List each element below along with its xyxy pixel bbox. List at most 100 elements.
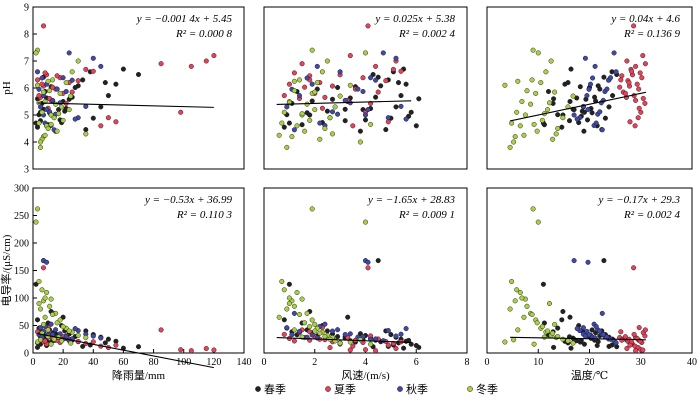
- data-point-winter: [289, 134, 295, 140]
- data-point-winter: [75, 332, 81, 338]
- y-axis-title: pH: [1, 81, 13, 95]
- data-point-spring: [375, 258, 381, 264]
- data-point-winter: [534, 320, 540, 326]
- data-point-autumn: [304, 75, 310, 81]
- data-point-autumn: [284, 104, 290, 110]
- data-point-winter: [36, 120, 42, 126]
- data-point-winter: [337, 93, 343, 99]
- data-point-spring: [597, 86, 603, 92]
- data-point-summer: [90, 68, 96, 74]
- data-point-winter: [34, 206, 41, 212]
- x-tick-label: 40: [687, 357, 697, 368]
- data-point-spring: [565, 80, 571, 86]
- data-point-summer: [113, 342, 119, 348]
- legend-label-spring: 春季: [264, 383, 286, 396]
- data-point-summer: [373, 63, 379, 69]
- data-point-spring: [568, 345, 574, 351]
- data-point-spring: [307, 112, 313, 118]
- data-point-spring: [62, 108, 68, 114]
- data-point-winter: [550, 330, 556, 336]
- data-point-autumn: [613, 340, 619, 346]
- y-tick-label: 4: [24, 138, 29, 149]
- x-tick-label: 10: [533, 357, 543, 368]
- data-point-spring: [357, 128, 363, 134]
- data-point-summer: [624, 345, 630, 352]
- data-point-spring: [281, 124, 287, 130]
- data-point-winter: [544, 107, 551, 113]
- data-point-summer: [188, 63, 194, 69]
- x-tick-label: 8: [465, 357, 470, 368]
- data-point-winter: [521, 314, 527, 320]
- data-point-winter: [286, 295, 292, 301]
- data-point-winter: [309, 317, 315, 323]
- data-point-winter: [291, 88, 297, 94]
- data-point-summer: [281, 93, 287, 99]
- legend-marker-winter: [467, 386, 473, 392]
- data-point-spring: [324, 108, 330, 114]
- data-point-summer: [640, 347, 646, 353]
- data-point-autumn: [373, 336, 379, 342]
- data-point-autumn: [385, 328, 391, 334]
- data-point-summer: [642, 100, 648, 106]
- data-point-winter: [560, 336, 566, 342]
- data-point-autumn: [309, 332, 315, 338]
- data-point-spring: [362, 117, 369, 123]
- data-point-spring: [324, 328, 330, 334]
- data-point-spring: [309, 98, 315, 104]
- data-point-winter: [517, 123, 523, 129]
- data-point-autumn: [403, 326, 409, 332]
- data-point-winter: [319, 69, 325, 75]
- data-point-autumn: [590, 75, 596, 81]
- data-point-summer: [75, 78, 81, 84]
- data-point-spring: [378, 83, 384, 89]
- data-point-autumn: [586, 86, 592, 92]
- x-tick-label: 4: [363, 357, 368, 368]
- data-point-winter: [509, 278, 515, 285]
- data-point-autumn: [335, 327, 341, 333]
- data-point-autumn: [403, 116, 409, 122]
- data-point-winter: [281, 287, 287, 293]
- data-point-winter: [347, 82, 353, 88]
- data-point-winter: [538, 80, 544, 86]
- data-point-autumn: [613, 69, 619, 75]
- data-point-spring: [567, 314, 573, 320]
- data-point-autumn: [373, 77, 379, 83]
- data-point-summer: [633, 348, 639, 354]
- data-point-spring: [606, 104, 612, 110]
- data-point-summer: [618, 77, 624, 83]
- plot-frame: [263, 6, 468, 170]
- data-point-winter: [37, 337, 44, 343]
- data-point-winter: [570, 93, 576, 99]
- data-point-summer: [631, 265, 637, 271]
- y-tick-label: 50: [19, 321, 29, 332]
- data-point-spring: [555, 112, 561, 118]
- x-tick-label: 6: [414, 357, 419, 368]
- data-point-winter: [59, 338, 65, 344]
- data-point-winter: [45, 125, 51, 132]
- data-point-spring: [342, 106, 348, 112]
- data-point-winter: [36, 300, 42, 307]
- data-point-winter: [47, 88, 53, 94]
- data-point-winter: [553, 131, 559, 137]
- data-point-spring: [345, 314, 351, 320]
- data-point-winter: [279, 278, 285, 285]
- data-point-spring: [560, 308, 566, 315]
- data-point-summer: [350, 123, 356, 129]
- data-point-spring: [555, 325, 561, 331]
- data-point-summer: [211, 53, 217, 59]
- trend-line: [509, 91, 646, 122]
- data-point-spring: [102, 340, 108, 346]
- data-point-spring: [34, 317, 41, 323]
- data-point-spring: [72, 84, 78, 91]
- data-point-summer: [639, 75, 645, 81]
- data-point-winter: [530, 206, 536, 212]
- data-point-winter: [291, 303, 297, 309]
- data-point-summer: [642, 327, 648, 333]
- x-tick-label: 100: [176, 357, 191, 368]
- data-point-summer: [373, 348, 379, 354]
- data-point-autumn: [592, 63, 598, 69]
- data-point-summer: [347, 53, 353, 59]
- data-point-spring: [90, 115, 96, 121]
- data-point-autumn: [39, 75, 45, 81]
